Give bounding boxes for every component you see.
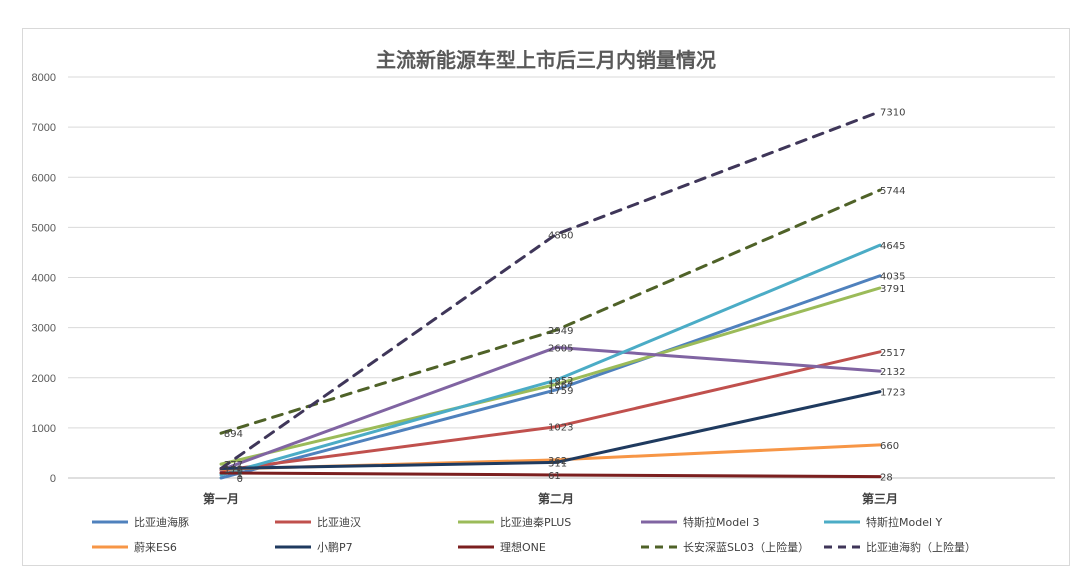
data-label: 2949 <box>548 326 573 337</box>
data-label: 2605 <box>548 343 573 354</box>
chart-title: 主流新能源车型上市后三月内销量情况 <box>376 48 716 72</box>
legend-label: 比亚迪海豚 <box>134 515 189 529</box>
data-label: 0 <box>237 474 243 485</box>
y-tick-label: 4000 <box>32 273 56 285</box>
y-tick-label: 3000 <box>32 323 56 335</box>
series-line <box>219 243 882 477</box>
legend-label: 比亚迪汉 <box>317 516 361 529</box>
series-line <box>219 471 882 479</box>
data-label: 362 <box>548 456 567 467</box>
legend-label: 蔚来ES6 <box>134 541 177 554</box>
data-label: 61 <box>548 471 561 482</box>
data-label: 660 <box>880 441 899 452</box>
data-label: 4645 <box>880 241 905 252</box>
series-line <box>219 188 882 435</box>
data-label: 1759 <box>548 386 573 397</box>
data-label: 2132 <box>880 367 905 378</box>
x-tick-label: 第一月 <box>203 491 239 506</box>
data-label: 1 <box>237 464 243 475</box>
data-label: 1 <box>237 464 243 475</box>
data-label: 277 <box>224 460 243 471</box>
data-label: 311 <box>548 458 567 469</box>
data-label: 4035 <box>880 272 905 283</box>
data-label: 1867 <box>548 380 573 391</box>
y-tick-label: 5000 <box>32 222 56 234</box>
series-line <box>219 350 882 472</box>
data-label: 1723 <box>880 388 905 399</box>
series-line <box>219 345 882 472</box>
legend-label: 长安深蓝SL03（上险量） <box>683 540 809 554</box>
x-tick-label: 第三月 <box>862 491 898 506</box>
legend-label: 特斯拉Model 3 <box>683 515 760 529</box>
y-tick-label: 2000 <box>32 373 56 385</box>
series-line <box>219 390 882 470</box>
data-label: 1 <box>237 471 243 482</box>
y-tick-label: 1000 <box>32 423 56 435</box>
data-label: 1 <box>237 469 243 480</box>
data-label: 3791 <box>880 284 905 295</box>
data-label: 1 <box>237 466 243 477</box>
legend-label: 比亚迪秦PLUS <box>500 515 571 529</box>
data-label: 2517 <box>880 348 905 359</box>
y-tick-label: 8000 <box>32 72 56 84</box>
data-label: 28 <box>880 473 893 484</box>
data-label: 176 <box>224 465 243 476</box>
legend-label: 小鹏P7 <box>317 541 353 554</box>
data-label: 7310 <box>880 108 905 119</box>
data-label: 5744 <box>880 186 905 197</box>
y-tick-label: 7000 <box>32 122 56 134</box>
x-tick-label: 第二月 <box>538 491 574 506</box>
series-line <box>219 274 882 480</box>
legend-label: 理想ONE <box>500 540 546 554</box>
data-label: 1952 <box>548 376 573 387</box>
data-label: 4860 <box>548 230 573 241</box>
y-tick-label: 6000 <box>32 172 56 184</box>
series-line <box>219 286 882 466</box>
data-label: 894 <box>224 429 243 440</box>
legend-label: 比亚迪海豹（上险量） <box>866 540 976 554</box>
legend-label: 特斯拉Model Y <box>866 515 943 529</box>
data-label: 1023 <box>548 423 573 434</box>
data-label: 1 <box>237 466 243 477</box>
y-tick-label: 0 <box>50 473 56 485</box>
series-line <box>219 110 882 470</box>
